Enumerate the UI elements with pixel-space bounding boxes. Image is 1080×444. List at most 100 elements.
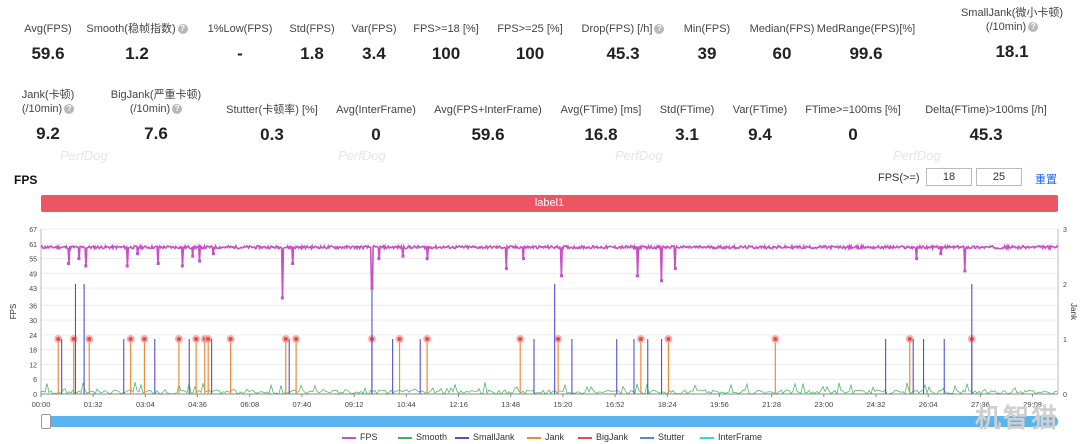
legend-swatch — [342, 436, 356, 439]
bigjank-marker — [397, 337, 402, 341]
y-tick-label: 30 — [29, 318, 37, 325]
x-tick-label: 09:12 — [345, 400, 364, 409]
smooth-series-line — [40, 382, 1058, 395]
reset-button[interactable]: 重置 — [1035, 174, 1057, 186]
legend-item-interframe[interactable]: InterFrame — [700, 432, 762, 442]
label-bar[interactable]: label1 — [41, 195, 1058, 212]
metric-label: SmallJank(微小卡顿) — [960, 7, 1064, 19]
y-tick-label: 55 — [29, 257, 37, 264]
fps-dip-point — [136, 252, 140, 256]
bigjank-marker — [425, 337, 430, 341]
bigjank-marker — [128, 337, 133, 341]
fps-dip-point — [915, 257, 919, 261]
help-icon[interactable]: ? — [64, 104, 75, 115]
metric-value: 1.2 — [125, 44, 149, 63]
help-icon[interactable]: ? — [172, 104, 183, 115]
x-tick-label: 07:40 — [293, 400, 312, 409]
y-tick-label: 43 — [29, 286, 37, 293]
legend-swatch — [398, 436, 412, 439]
metric-label: Median(FPS) — [749, 23, 815, 35]
metric-metrics_row2-1: BigJank(严重卡顿) (/10min)? 7.6 — [86, 88, 226, 144]
metric-label: Avg(InterFrame) — [336, 104, 416, 116]
x-tick-label: 15:20 — [553, 400, 572, 409]
metric-label: Stutter(卡顿率) [%] — [226, 104, 318, 116]
legend-item-fps[interactable]: FPS — [342, 432, 378, 442]
timeline-scrollbar[interactable] — [41, 416, 1058, 427]
metric-value: 16.8 — [584, 125, 618, 144]
bigjank-marker — [56, 337, 61, 341]
metric-value: 9.2 — [36, 124, 60, 143]
fps-dip-point — [660, 279, 664, 283]
metric-metrics_row1-6: FPS>=25 [%] 100 — [460, 22, 600, 64]
metric-metrics_row2-5: Avg(FTime) [ms] 16.8 — [531, 103, 671, 145]
metric-label: Jank(卡顿) — [21, 89, 75, 101]
legend-item-smalljank[interactable]: SmallJank — [455, 432, 515, 442]
legend-item-smooth[interactable]: Smooth — [398, 432, 447, 442]
fps-dip-point — [673, 266, 677, 270]
metric-unit-label: (/10min) — [129, 103, 171, 115]
bigjank-marker — [773, 337, 778, 341]
bigjank-marker — [87, 337, 92, 341]
fps-threshold-high-input[interactable]: 25 — [976, 168, 1022, 186]
fps-dip-point — [77, 257, 81, 261]
legend-swatch — [700, 436, 714, 439]
fps-threshold-low-input[interactable]: 18 — [926, 168, 972, 186]
fps-dip-point — [522, 257, 526, 261]
metric-label: BigJank(严重卡顿) — [110, 89, 202, 101]
legend-item-stutter[interactable]: Stutter — [640, 432, 685, 442]
legend-swatch — [640, 436, 654, 439]
y-tick-label: 67 — [29, 227, 37, 234]
metric-label: Std(FPS) — [289, 23, 335, 35]
legend-label: InterFrame — [718, 432, 763, 442]
metric-metrics_row1-4: Var(FPS) 3.4 — [304, 22, 444, 64]
legend-swatch — [578, 436, 592, 439]
bigjank-marker — [556, 337, 561, 341]
metric-label: Avg(FPS+InterFrame) — [434, 104, 542, 116]
metrics-panel: Avg(FPS) 59.6 Smooth(稳帧指数)? 1.2 1%Low(FPS) - S… — [0, 0, 1080, 160]
x-tick-label: 23:00 — [814, 400, 833, 409]
metric-label: Drop(FPS) [/h] — [581, 23, 653, 35]
fps-dip-point — [635, 274, 639, 278]
bigjank-marker — [206, 337, 211, 341]
y-tick-label: 18 — [29, 348, 37, 355]
fps-dip-point — [191, 254, 195, 258]
metric-metrics_row1-2: 1%Low(FPS) - — [170, 22, 310, 64]
metric-metrics_row2-0: Jank(卡顿) (/10min)? 9.2 — [0, 88, 118, 144]
legend-label: Jank — [545, 432, 565, 442]
x-tick-label: 27:36 — [971, 400, 990, 409]
x-tick-label: 10:44 — [397, 400, 416, 409]
metric-label: Var(FTime) — [732, 104, 788, 116]
metric-label: Std(FTime) — [659, 104, 715, 116]
metric-metrics_row1-5: FPS>=18 [%] 100 — [376, 22, 516, 64]
x-tick-label: 16:52 — [606, 400, 625, 409]
watermark: PerfDog — [615, 148, 663, 163]
metric-metrics_row1-7: Drop(FPS) [/h]? 45.3 — [553, 22, 693, 64]
metric-metrics_row1-9: Median(FPS) 60 — [712, 22, 852, 64]
metric-unit-label: (/10min) — [985, 21, 1027, 33]
metric-label: FPS>=25 [%] — [497, 23, 563, 35]
y-axis-title: FPS — [9, 304, 18, 320]
metric-value: 99.6 — [849, 44, 883, 63]
help-icon[interactable]: ? — [177, 24, 188, 35]
legend-item-bigjank[interactable]: BigJank — [578, 432, 628, 442]
metric-value: 3.4 — [362, 44, 386, 63]
y2-tick-label: 0 — [1063, 392, 1067, 399]
bigjank-marker — [142, 337, 147, 341]
metric-label: Delta(FTime)>100ms [/h] — [925, 104, 1047, 116]
metric-label: Avg(FPS) — [24, 23, 72, 35]
help-icon[interactable]: ? — [1028, 22, 1039, 33]
metric-value: 1.8 — [300, 44, 324, 63]
fps-dip-point — [560, 274, 564, 278]
x-tick-label: 12:16 — [449, 400, 468, 409]
bigjank-marker — [518, 337, 523, 341]
metric-value: 18.1 — [995, 42, 1029, 61]
y-tick-label: 36 — [29, 303, 37, 310]
metric-unit-label: (/10min) — [21, 103, 63, 115]
help-icon[interactable]: ? — [654, 24, 665, 35]
metric-value: 45.3 — [969, 125, 1003, 144]
timeline-scroll-handle[interactable] — [41, 414, 51, 429]
legend-swatch — [455, 436, 469, 439]
x-tick-label: 04:36 — [188, 400, 207, 409]
legend-item-jank[interactable]: Jank — [527, 432, 564, 442]
fps-dip-point — [211, 252, 215, 256]
